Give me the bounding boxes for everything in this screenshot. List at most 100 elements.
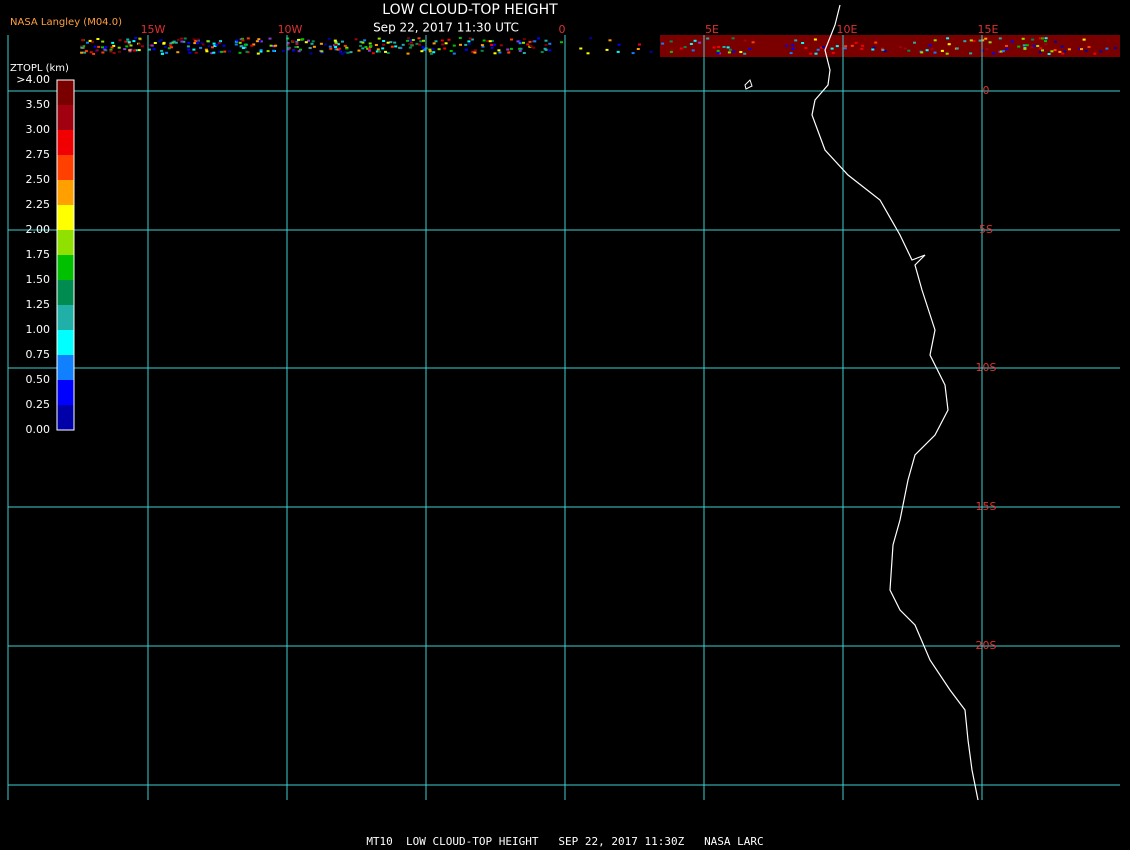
strip-pixel <box>518 49 522 52</box>
strip-pixel <box>728 48 732 51</box>
lat-label: 5S <box>979 223 993 236</box>
strip-pixel <box>371 52 375 55</box>
strip-pixel <box>95 49 99 52</box>
strip-pixel <box>1025 44 1029 47</box>
strip-pixel <box>955 47 959 50</box>
strip-pixel <box>861 44 864 47</box>
strip-pixel <box>470 38 474 41</box>
strip-pixel <box>1050 50 1054 53</box>
strip-pixel <box>196 38 200 41</box>
strip-pixel <box>334 46 338 48</box>
strip-pixel <box>101 46 104 49</box>
strip-pixel <box>791 47 795 50</box>
legend-label: 2.00 <box>26 223 51 236</box>
strip-pixel <box>268 37 272 40</box>
strip-pixel <box>468 37 472 40</box>
strip-pixel <box>1041 37 1044 40</box>
strip-pixel <box>1005 45 1008 47</box>
strip-pixel <box>375 50 379 53</box>
legend-swatch <box>57 130 74 155</box>
legend-label: 0.75 <box>26 348 51 361</box>
strip-pixel <box>160 49 164 52</box>
strip-pixel <box>969 52 973 55</box>
strip-pixel <box>522 52 526 54</box>
strip-pixel <box>809 52 813 55</box>
strip-pixel <box>272 45 276 47</box>
strip-pixel <box>309 52 313 55</box>
strip-pixel <box>101 40 105 43</box>
strip-pixel <box>529 45 533 48</box>
strip-pixel <box>691 49 695 52</box>
strip-pixel <box>343 44 347 47</box>
strip-pixel <box>522 41 525 44</box>
strip-pixel <box>128 49 132 52</box>
strip-pixel <box>969 39 973 42</box>
strip-pixel <box>103 48 107 51</box>
strip-pixel <box>97 45 101 48</box>
strip-pixel <box>492 43 496 46</box>
strip-pixel <box>311 40 315 43</box>
strip-pixel <box>187 41 191 44</box>
strip-pixel <box>126 38 130 41</box>
strip-pixel <box>406 39 409 42</box>
strip-pixel <box>507 51 511 54</box>
strip-pixel <box>444 42 448 45</box>
strip-pixel <box>407 37 410 40</box>
strip-pixel <box>419 40 423 43</box>
strip-pixel <box>183 37 187 40</box>
strip-pixel <box>716 52 720 55</box>
strip-pixel <box>998 37 1002 40</box>
strip-pixel <box>92 52 96 55</box>
legend-swatch <box>57 305 74 330</box>
strip-pixel <box>464 48 468 51</box>
strip-pixel <box>83 51 87 54</box>
strip-pixel <box>257 38 261 41</box>
strip-pixel <box>407 43 411 46</box>
legend-swatch <box>57 330 74 355</box>
subtitle: Sep 22, 2017 11:30 UTC <box>373 21 519 35</box>
footer: MT10 LOW CLOUD-TOP HEIGHT SEP 22, 2017 1… <box>366 835 763 848</box>
legend-swatch <box>57 205 74 230</box>
strip-pixel <box>440 39 444 42</box>
strip-pixel <box>286 42 290 44</box>
strip-pixel <box>258 40 261 42</box>
strip-pixel <box>259 49 263 52</box>
strip-pixel <box>731 37 735 40</box>
strip-pixel <box>560 41 563 44</box>
strip-pixel <box>1084 49 1088 52</box>
strip-pixel <box>669 40 673 43</box>
strip-pixel <box>1099 50 1103 53</box>
strip-pixel <box>518 47 522 50</box>
strip-pixel <box>1063 50 1067 53</box>
strip-pixel <box>480 44 484 47</box>
strip-pixel <box>180 40 184 43</box>
strip-pixel <box>193 42 197 45</box>
strip-pixel <box>211 46 214 49</box>
strip-pixel <box>389 41 393 44</box>
strip-pixel <box>835 45 839 48</box>
strip-pixel <box>813 38 817 41</box>
strip-pixel <box>238 41 242 44</box>
strip-pixel <box>366 47 370 50</box>
strip-pixel <box>213 45 217 47</box>
strip-pixel <box>138 37 142 40</box>
strip-pixel <box>801 42 805 44</box>
strip-pixel <box>509 47 513 50</box>
strip-pixel <box>1087 46 1091 48</box>
strip-pixel <box>471 50 475 53</box>
strip-pixel <box>109 50 113 53</box>
legend-swatch <box>57 230 74 255</box>
strip-pixel <box>743 52 747 55</box>
strip-pixel <box>452 52 456 55</box>
strip-pixel <box>295 40 299 43</box>
legend-label: 2.25 <box>26 198 51 211</box>
strip-pixel <box>250 44 254 47</box>
strip-noise <box>80 37 1117 55</box>
strip-pixel <box>1030 46 1034 49</box>
strip-pixel <box>1044 37 1048 40</box>
strip-pixel <box>417 37 421 40</box>
strip-pixel <box>913 41 916 44</box>
strip-pixel <box>972 40 976 42</box>
strip-pixel <box>207 45 211 48</box>
